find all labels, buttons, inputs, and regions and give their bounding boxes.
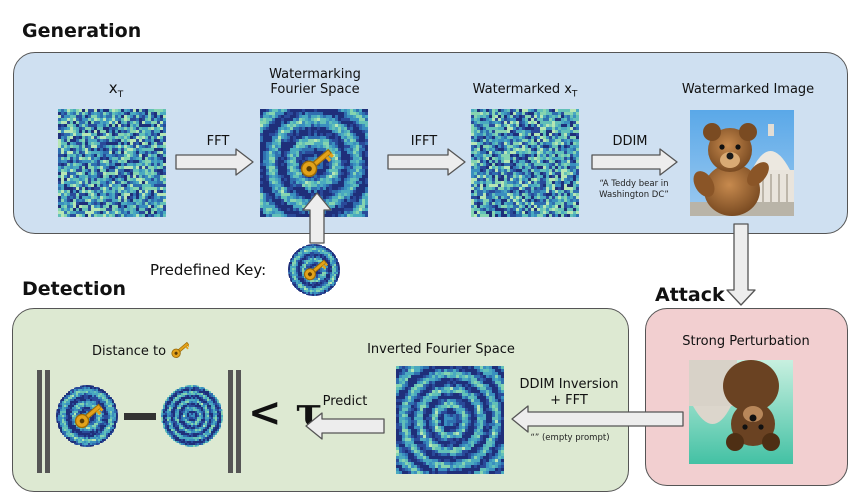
predict-label: Predict	[322, 394, 368, 409]
arrow-down-icon	[726, 223, 756, 306]
attack-title: Attack	[655, 284, 725, 306]
arrow-right-icon	[591, 148, 678, 176]
inverted-fourier-label: Inverted Fourier Space	[367, 342, 515, 357]
arrow-right-icon	[175, 148, 254, 176]
watermarking-fourier-label: Watermarking Fourier Space	[269, 67, 361, 97]
inverted-disc	[161, 385, 223, 447]
distance-label: Distance to	[92, 344, 167, 359]
key-icon	[300, 148, 334, 178]
key-icon	[171, 341, 191, 358]
predefined-key-disc	[288, 244, 340, 296]
watermarked-xt-label: Watermarked xT	[472, 82, 578, 100]
empty-prompt-label: “” (empty prompt)	[530, 433, 610, 443]
arrow-left-icon	[511, 405, 684, 433]
teddy-bear-photo	[690, 110, 794, 216]
perturbed-teddy-photo	[689, 360, 793, 464]
ddim-label: DDIM	[612, 134, 648, 149]
watermarked-image-label: Watermarked Image	[681, 82, 815, 97]
detection-title: Detection	[22, 278, 127, 300]
arrow-right-icon	[387, 148, 466, 176]
strong-perturbation-label: Strong Perturbation	[682, 334, 810, 349]
generation-title: Generation	[22, 20, 142, 42]
ddim-inversion-label: DDIM Inversion + FFT	[519, 377, 619, 408]
arrow-up-icon	[302, 192, 332, 244]
xt-label: xT	[108, 79, 124, 100]
fft-label: FFT	[206, 134, 230, 149]
key-icon	[74, 403, 104, 429]
watermarked-xt-noise-image	[471, 109, 579, 217]
key-disc	[56, 385, 118, 447]
text-prompt: “A Teddy bear in Washington DC”	[599, 179, 669, 200]
ifft-label: IFFT	[410, 134, 438, 149]
predefined-key-label: Predefined Key:	[150, 261, 267, 279]
xt-noise-image	[58, 109, 166, 217]
key-icon	[171, 341, 191, 363]
arrow-left-icon	[305, 412, 385, 440]
watermarked-fourier-image	[260, 109, 368, 217]
inverted-fourier-image	[396, 366, 504, 474]
detection-panel	[12, 308, 629, 492]
key-icon	[303, 259, 329, 281]
